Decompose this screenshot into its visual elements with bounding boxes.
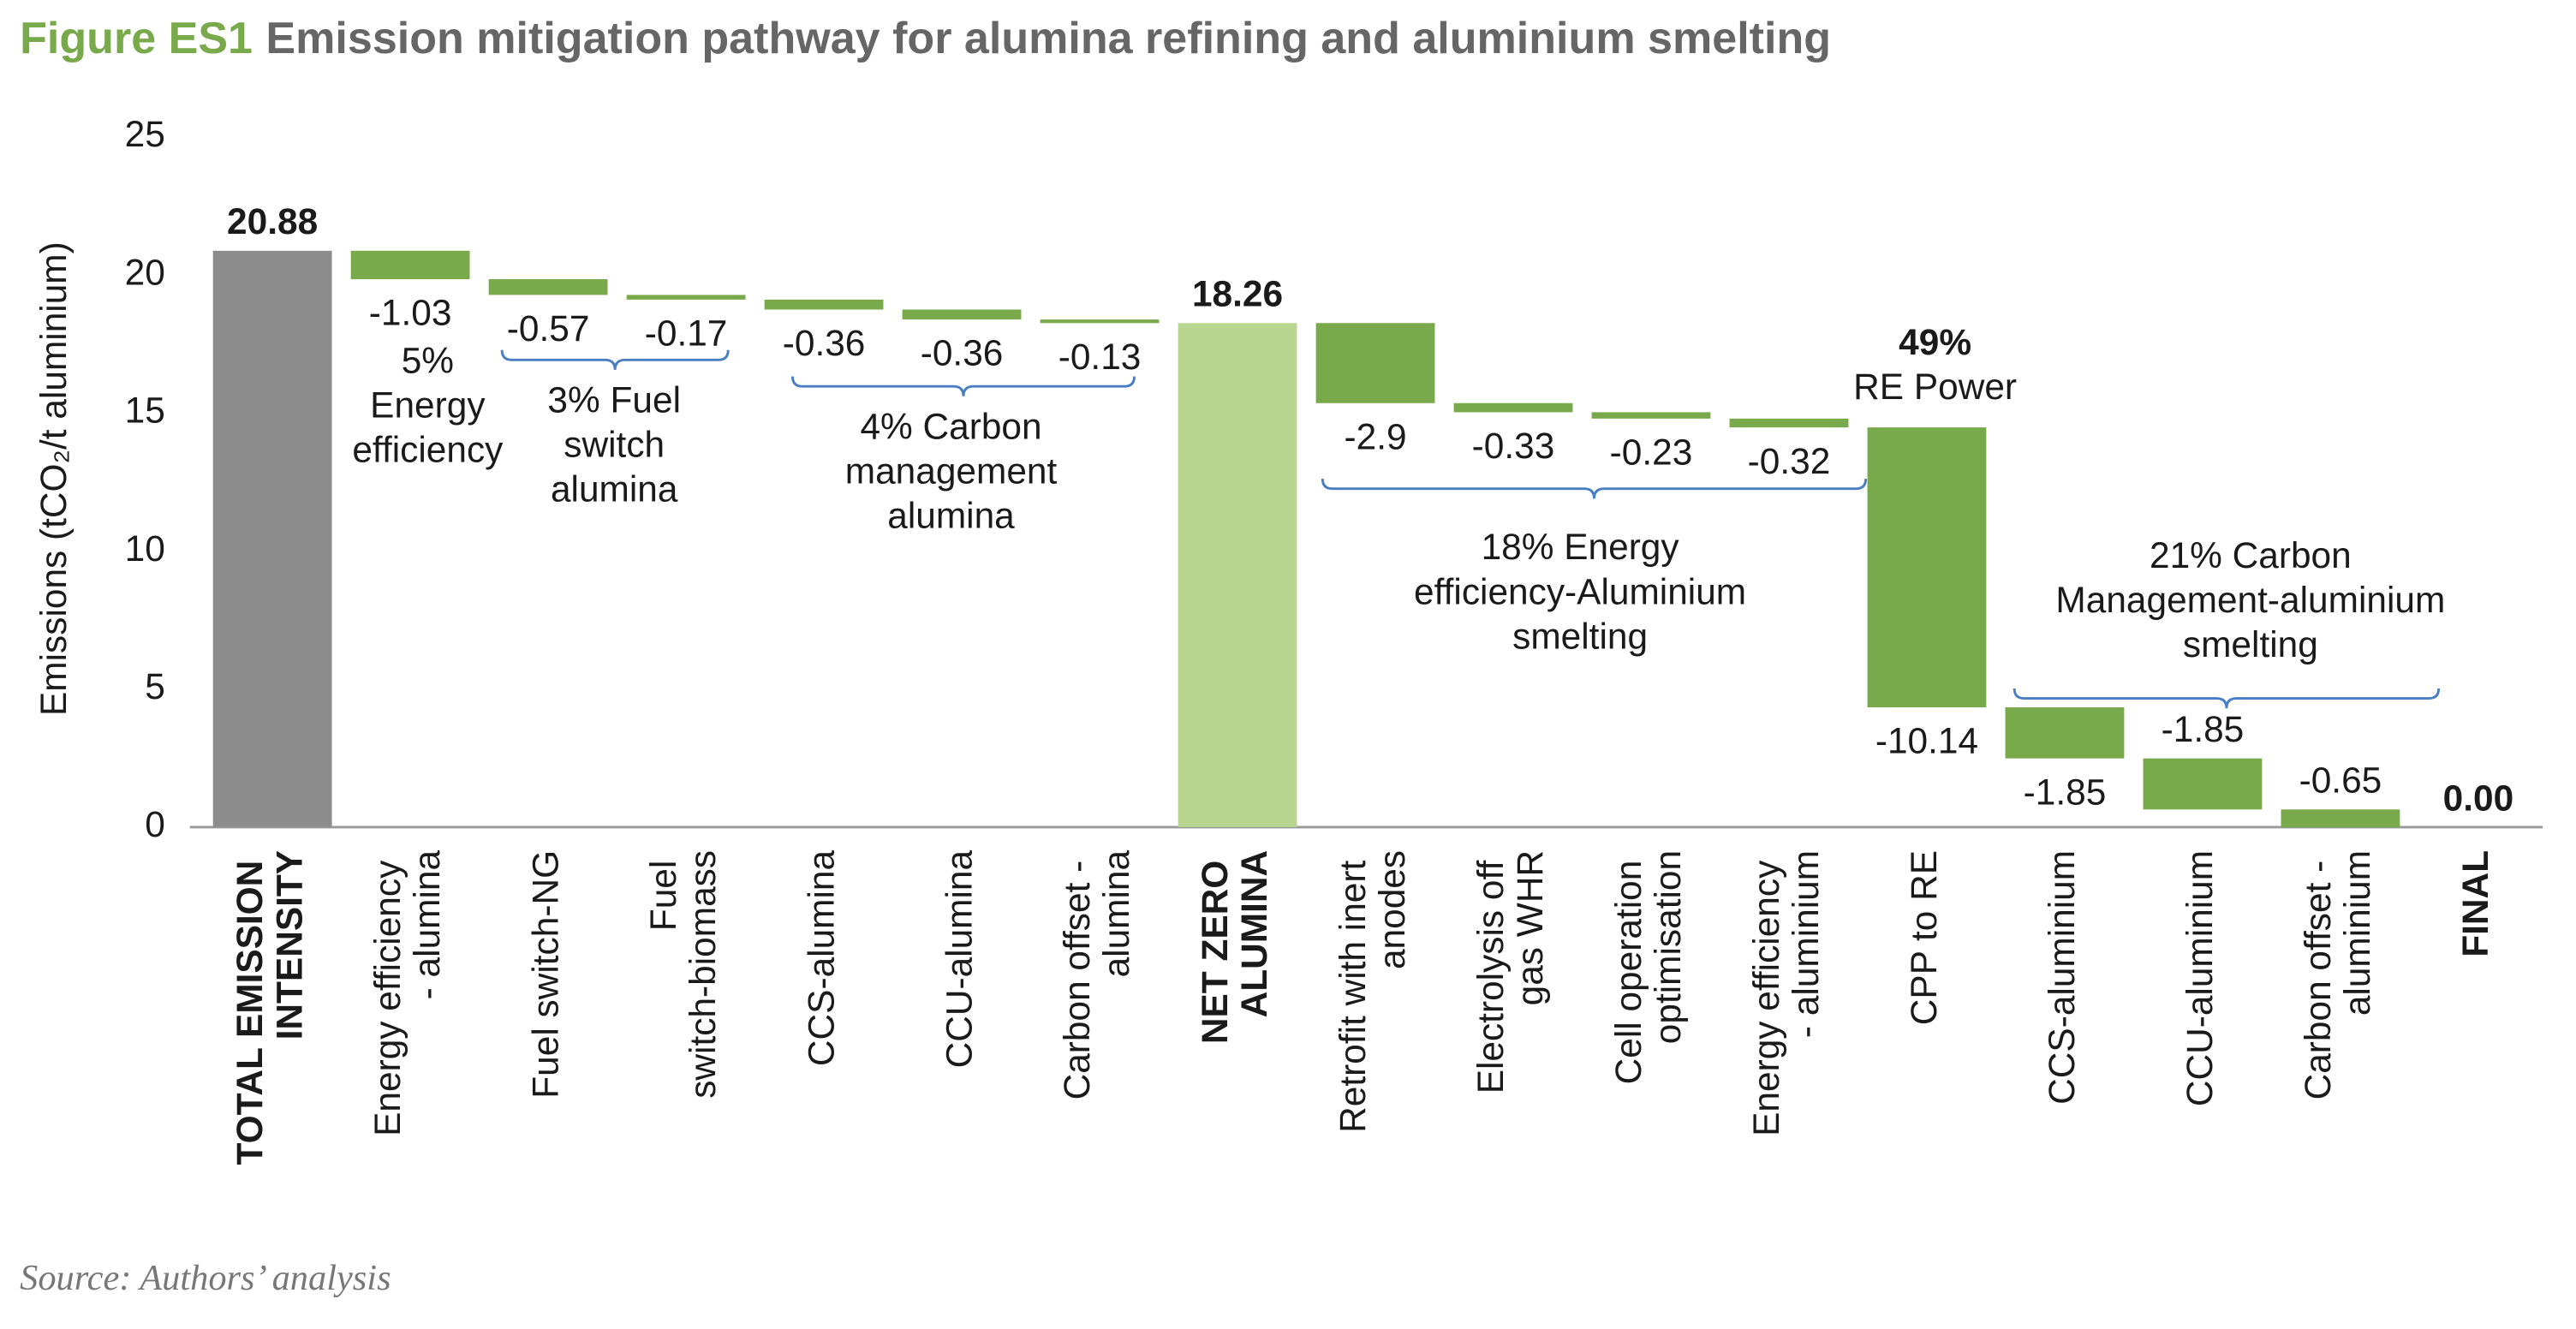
bar: [902, 309, 1022, 320]
value-label: -0.57: [507, 308, 590, 349]
value-label: -1.85: [2024, 772, 2107, 812]
x-tick-label: Carbon offset - aluminium: [2298, 850, 2377, 1100]
value-label: 0.00: [2443, 778, 2514, 818]
bar: [1453, 402, 1573, 413]
annotation: 5%: [402, 340, 454, 380]
x-tick-label: NET ZERO ALUMINA: [1195, 850, 1274, 1044]
x-tick-label: Cell operation optimisation: [1608, 850, 1688, 1084]
bar: [1729, 418, 1849, 428]
value-label: -2.9: [1344, 416, 1406, 456]
annotation: alumina: [551, 469, 678, 510]
x-tick-label: FINAL: [2455, 850, 2496, 957]
value-label: 20.88: [227, 201, 318, 241]
annotation: 3% Fuel: [547, 380, 681, 420]
annotation: 4% Carbon: [860, 406, 1041, 446]
x-tick-label: Energy efficiency - aluminium: [1746, 850, 1826, 1136]
bar: [1040, 319, 1160, 324]
bracket: [1321, 479, 1868, 499]
value-label: -0.33: [1472, 426, 1555, 466]
bar: [626, 295, 746, 300]
x-tick-label: CCU-alumina: [939, 850, 979, 1069]
y-tick-label: 15: [125, 390, 165, 431]
annotation: 18% Energy: [1482, 527, 1680, 567]
bar: [1867, 427, 1987, 708]
value-label: -0.32: [1748, 441, 1831, 481]
bar: [764, 299, 884, 310]
bar: [350, 250, 470, 280]
x-tick-label: Carbon offset - alumina: [1057, 850, 1136, 1100]
x-tick-label: TOTAL EMISSION INTENSITY: [230, 850, 309, 1165]
value-label: -10.14: [1875, 721, 1978, 761]
figure-label: Figure ES1: [20, 14, 253, 63]
value-label: -0.23: [1610, 432, 1693, 472]
bar: [488, 279, 608, 295]
y-tick-label: 20: [125, 252, 165, 292]
annotation: Management-aluminium: [2055, 580, 2445, 620]
annotation: switch: [564, 425, 665, 465]
annotation: efficiency: [352, 429, 504, 469]
value-label: 18.26: [1192, 274, 1283, 314]
bar: [1315, 323, 1435, 403]
annotation: 21% Carbon: [2150, 535, 2352, 575]
y-tick-label: 10: [125, 528, 165, 569]
x-tick-label: CCU-aluminium: [2179, 850, 2220, 1106]
y-tick-label: 5: [145, 666, 165, 706]
y-axis-label: Emissions (tCO₂/t aluminium): [33, 241, 74, 716]
value-label: -1.03: [369, 293, 452, 333]
annotation: efficiency-Aluminium: [1414, 571, 1746, 611]
bar: [212, 250, 332, 827]
bar: [1591, 412, 1711, 419]
x-tick-label: CPP to RE: [1904, 850, 1944, 1025]
value-label: -1.85: [2162, 709, 2245, 749]
annotation: 49%: [1899, 322, 1971, 362]
annotation: Energy: [370, 384, 486, 425]
title-text: Emission mitigation pathway for alumina …: [265, 14, 1831, 63]
x-tick-label: Fuel switch-NG: [525, 850, 565, 1099]
x-tick-label: CCS-aluminium: [2042, 850, 2082, 1105]
x-tick-label: Energy efficiency - alumina: [367, 850, 447, 1136]
annotation: smelting: [2183, 624, 2318, 664]
y-tick-label: 0: [145, 804, 165, 844]
value-label: -0.17: [645, 313, 728, 354]
value-label: -0.36: [783, 323, 866, 363]
source-note: Source: Authors’ analysis: [20, 1258, 391, 1298]
x-tick-label: Retrofit with inert anodes: [1333, 850, 1412, 1133]
annotation: alumina: [887, 496, 1015, 536]
bracket: [2012, 688, 2441, 709]
annotation: RE Power: [1853, 367, 2017, 407]
annotation: management: [845, 451, 1058, 492]
bar: [2143, 758, 2263, 810]
x-tick-label: CCS-alumina: [801, 850, 841, 1067]
value-label: -0.36: [921, 333, 1004, 373]
x-tick-label: Electrolysis off gas WHR: [1470, 850, 1550, 1094]
chart-title: Figure ES1 Emission mitigation pathway fo…: [20, 14, 1831, 63]
value-label: -0.13: [1058, 337, 1142, 377]
bar: [1178, 323, 1297, 827]
value-label: -0.65: [2299, 760, 2382, 801]
bracket: [790, 376, 1136, 396]
annotation: smelting: [1512, 616, 1648, 656]
bar: [2281, 809, 2400, 828]
y-tick-label: 25: [125, 114, 165, 154]
x-tick-label: Fuel switch-biomass: [643, 850, 723, 1099]
bar: [2005, 707, 2125, 759]
